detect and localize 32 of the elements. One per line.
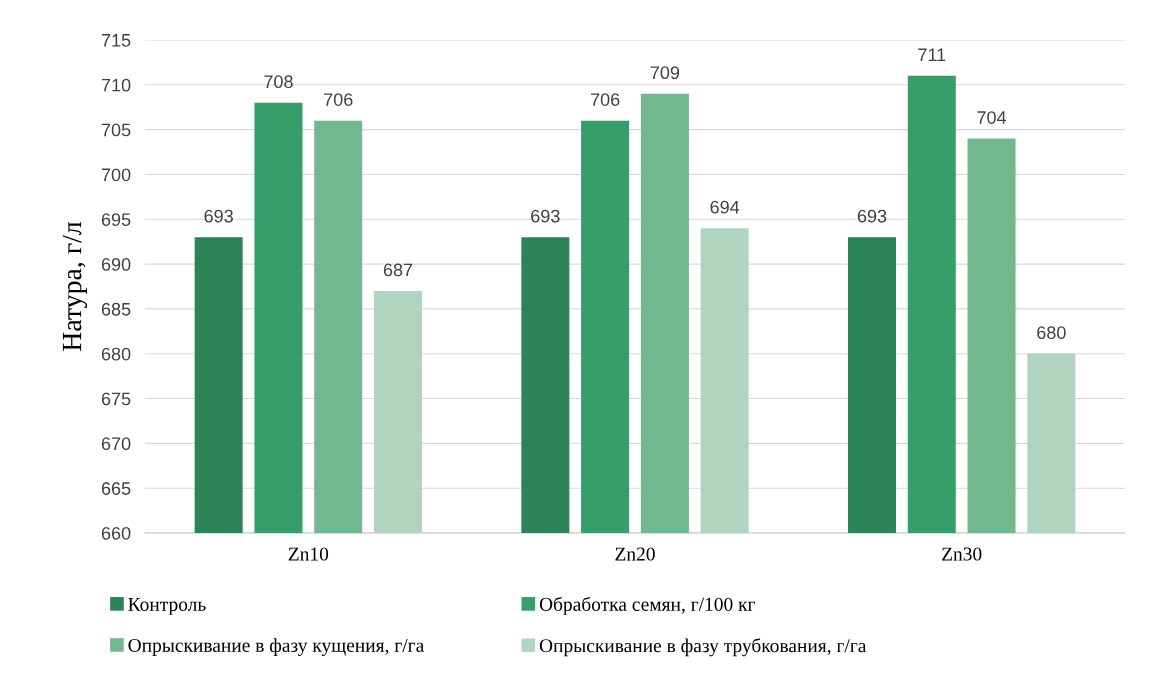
y-tick-label: 665 bbox=[101, 482, 131, 495]
y-tick-label: 695 bbox=[101, 213, 131, 226]
data-label: 687 bbox=[383, 263, 413, 277]
y-axis-title: Натура, г/л bbox=[62, 221, 88, 351]
y-tick-label: 670 bbox=[101, 437, 131, 451]
y-tick-label: 685 bbox=[101, 302, 131, 316]
y-tick-label: 690 bbox=[101, 258, 131, 271]
y-tick-label: 705 bbox=[101, 123, 131, 137]
x-tick-label: Zn30 bbox=[942, 547, 982, 561]
y-tick-label: 710 bbox=[101, 78, 131, 92]
data-label: 708 bbox=[264, 75, 293, 89]
data-label: 693 bbox=[204, 209, 233, 223]
y-tick-label: 675 bbox=[101, 392, 131, 406]
data-label: 693 bbox=[531, 209, 560, 223]
legend-label: Опрыскивание в фазу кущения, г/га bbox=[128, 638, 425, 656]
data-label: 706 bbox=[590, 93, 620, 106]
data-label: 693 bbox=[857, 209, 887, 223]
data-label: 706 bbox=[324, 93, 353, 106]
legend-label: Опрыскивание в фазу трубкования, г/га bbox=[539, 638, 867, 657]
legend-label: Контроль bbox=[128, 597, 206, 615]
x-tick-label: Zn10 bbox=[288, 547, 329, 561]
data-label: 694 bbox=[710, 200, 740, 214]
legend-label: Обработка семян, г/100 кг bbox=[539, 596, 755, 615]
y-tick-label: 660 bbox=[101, 526, 131, 540]
data-label: 704 bbox=[977, 111, 1007, 124]
y-tick-label: 715 bbox=[101, 34, 131, 47]
x-tick-label: Zn20 bbox=[615, 547, 655, 561]
data-label: 680 bbox=[1037, 326, 1066, 340]
data-label: 711 bbox=[918, 48, 946, 61]
y-tick-label: 700 bbox=[101, 168, 131, 182]
data-label: 709 bbox=[650, 66, 680, 80]
y-tick-label: 680 bbox=[101, 347, 131, 361]
